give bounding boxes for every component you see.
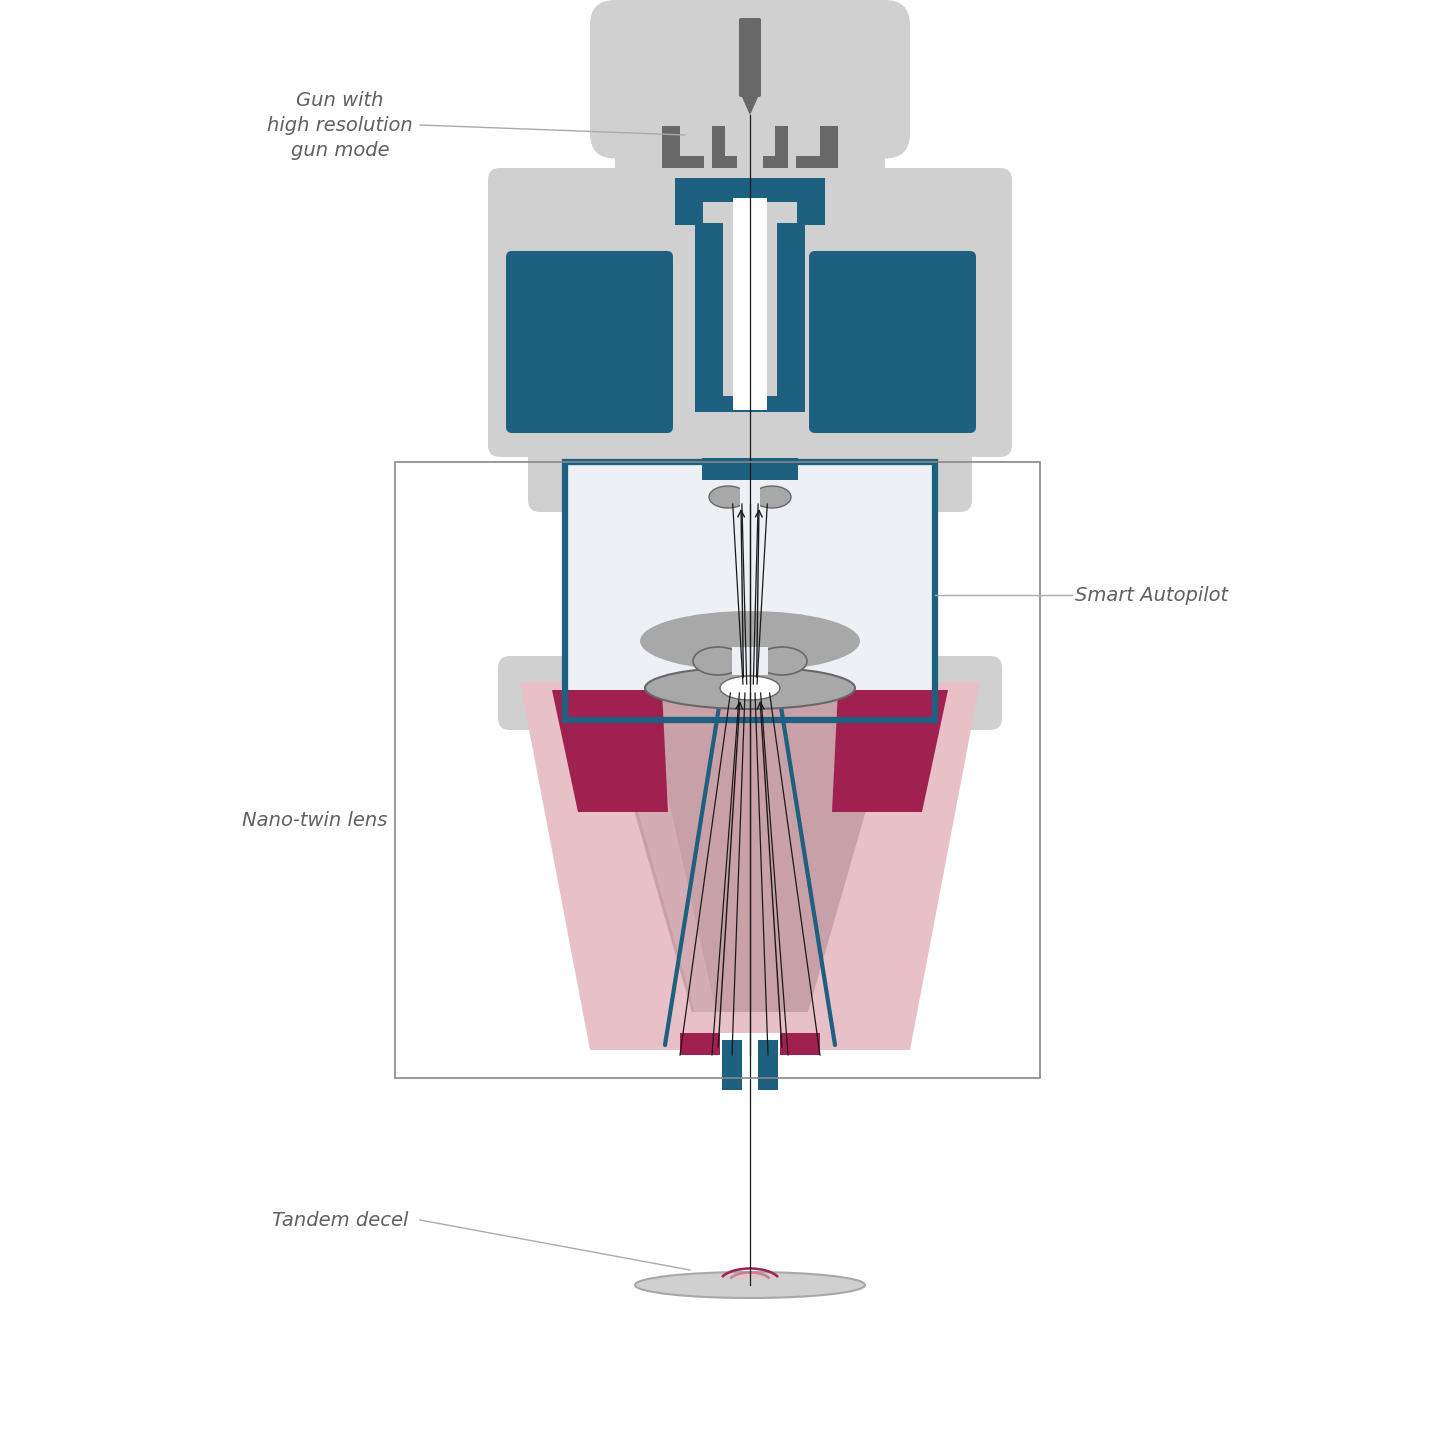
Bar <box>564 462 935 720</box>
Ellipse shape <box>753 487 791 508</box>
Ellipse shape <box>708 487 747 508</box>
FancyBboxPatch shape <box>505 251 672 433</box>
Bar <box>763 156 788 168</box>
Bar <box>662 127 680 168</box>
Bar <box>395 462 1040 1079</box>
Ellipse shape <box>757 647 806 675</box>
Bar <box>720 1032 780 1056</box>
Polygon shape <box>832 690 948 812</box>
FancyBboxPatch shape <box>809 251 976 433</box>
Polygon shape <box>552 690 668 812</box>
Bar <box>696 396 805 412</box>
Bar <box>590 1012 910 1050</box>
Bar <box>796 199 825 225</box>
FancyBboxPatch shape <box>590 0 910 158</box>
Ellipse shape <box>693 647 743 675</box>
Bar <box>711 127 724 168</box>
Ellipse shape <box>639 611 860 671</box>
Bar <box>775 127 788 168</box>
Bar <box>703 458 798 480</box>
FancyBboxPatch shape <box>739 19 760 96</box>
Text: Nano-twin lens: Nano-twin lens <box>242 811 387 829</box>
Bar <box>796 156 838 168</box>
Polygon shape <box>600 693 900 1040</box>
Bar <box>740 485 760 508</box>
Bar <box>696 223 723 405</box>
Polygon shape <box>520 683 981 1050</box>
Polygon shape <box>742 95 759 115</box>
Ellipse shape <box>720 675 780 700</box>
Bar <box>680 1032 819 1056</box>
Text: Tandem decel: Tandem decel <box>272 1211 408 1230</box>
Polygon shape <box>605 694 721 1038</box>
Bar <box>757 1040 778 1090</box>
Bar <box>564 462 935 720</box>
Ellipse shape <box>625 145 876 210</box>
FancyBboxPatch shape <box>498 657 1002 730</box>
FancyBboxPatch shape <box>528 428 972 513</box>
Bar <box>662 156 704 168</box>
Bar <box>778 223 805 405</box>
Bar <box>711 156 737 168</box>
Bar <box>732 647 768 675</box>
Text: Gun with
high resolution
gun mode: Gun with high resolution gun mode <box>268 91 413 160</box>
Ellipse shape <box>635 1272 865 1297</box>
Bar <box>819 127 838 168</box>
Bar <box>733 197 768 410</box>
FancyBboxPatch shape <box>488 168 1012 456</box>
Bar <box>721 1040 742 1090</box>
Bar <box>675 179 825 202</box>
Text: Smart Autopilot: Smart Autopilot <box>1076 586 1228 605</box>
Bar <box>615 118 886 180</box>
Ellipse shape <box>645 667 855 708</box>
Bar <box>675 199 703 225</box>
